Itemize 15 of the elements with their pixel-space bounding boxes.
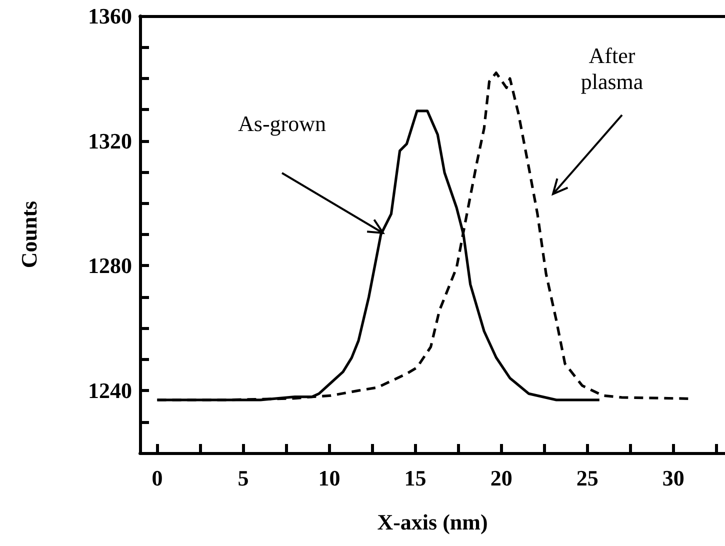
x-tick-label: 0 (152, 466, 163, 490)
x-tick-label: 30 (662, 466, 684, 490)
x-axis-title: X-axis (nm) (377, 510, 488, 534)
y-tick-label: 1320 (88, 128, 132, 154)
y-tick-label: 1360 (88, 4, 132, 28)
y-axis-title: Counts (16, 200, 42, 268)
x-tick-label: 15 (404, 466, 426, 490)
x-tick-label: 20 (490, 466, 512, 490)
y-tick-label: 1280 (88, 253, 132, 278)
annotation: After plasma (580, 43, 644, 94)
x-tick-label: 5 (238, 466, 249, 490)
x-tick-label: 25 (576, 466, 598, 490)
annotation: As-grown (238, 111, 326, 136)
x-tick-label: 10 (318, 466, 340, 490)
y-tick-label: 1240 (88, 378, 132, 404)
